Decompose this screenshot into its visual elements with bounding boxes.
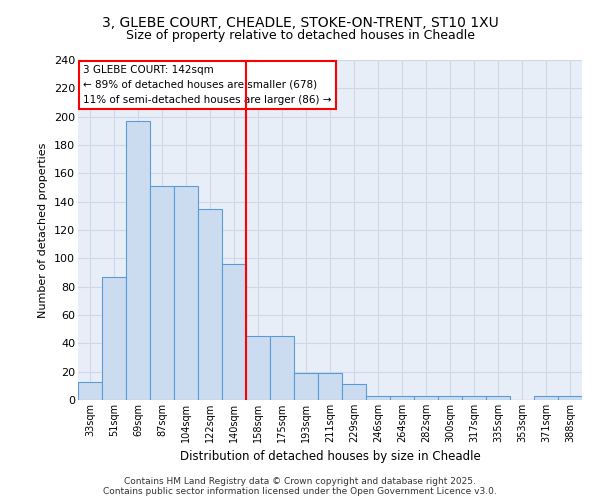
Bar	[462, 396, 486, 400]
Text: 3 GLEBE COURT: 142sqm
← 89% of detached houses are smaller (678)
11% of semi-det: 3 GLEBE COURT: 142sqm ← 89% of detached …	[83, 65, 332, 104]
Bar	[78, 382, 102, 400]
Bar	[246, 336, 270, 400]
Text: 3, GLEBE COURT, CHEADLE, STOKE-ON-TRENT, ST10 1XU: 3, GLEBE COURT, CHEADLE, STOKE-ON-TRENT,…	[101, 16, 499, 30]
Y-axis label: Number of detached properties: Number of detached properties	[38, 142, 49, 318]
Bar	[102, 276, 126, 400]
Bar	[126, 121, 150, 400]
Bar	[558, 396, 582, 400]
Bar	[174, 186, 198, 400]
Bar	[222, 264, 246, 400]
X-axis label: Distribution of detached houses by size in Cheadle: Distribution of detached houses by size …	[179, 450, 481, 464]
Bar	[534, 396, 558, 400]
Text: Size of property relative to detached houses in Cheadle: Size of property relative to detached ho…	[125, 29, 475, 42]
Bar	[438, 396, 462, 400]
Bar	[318, 373, 342, 400]
Bar	[270, 336, 294, 400]
Bar	[486, 396, 510, 400]
Bar	[414, 396, 438, 400]
Bar	[342, 384, 366, 400]
Text: Contains HM Land Registry data © Crown copyright and database right 2025.
Contai: Contains HM Land Registry data © Crown c…	[103, 476, 497, 496]
Bar	[150, 186, 174, 400]
Bar	[294, 373, 318, 400]
Bar	[198, 209, 222, 400]
Bar	[366, 396, 390, 400]
Bar	[390, 396, 414, 400]
